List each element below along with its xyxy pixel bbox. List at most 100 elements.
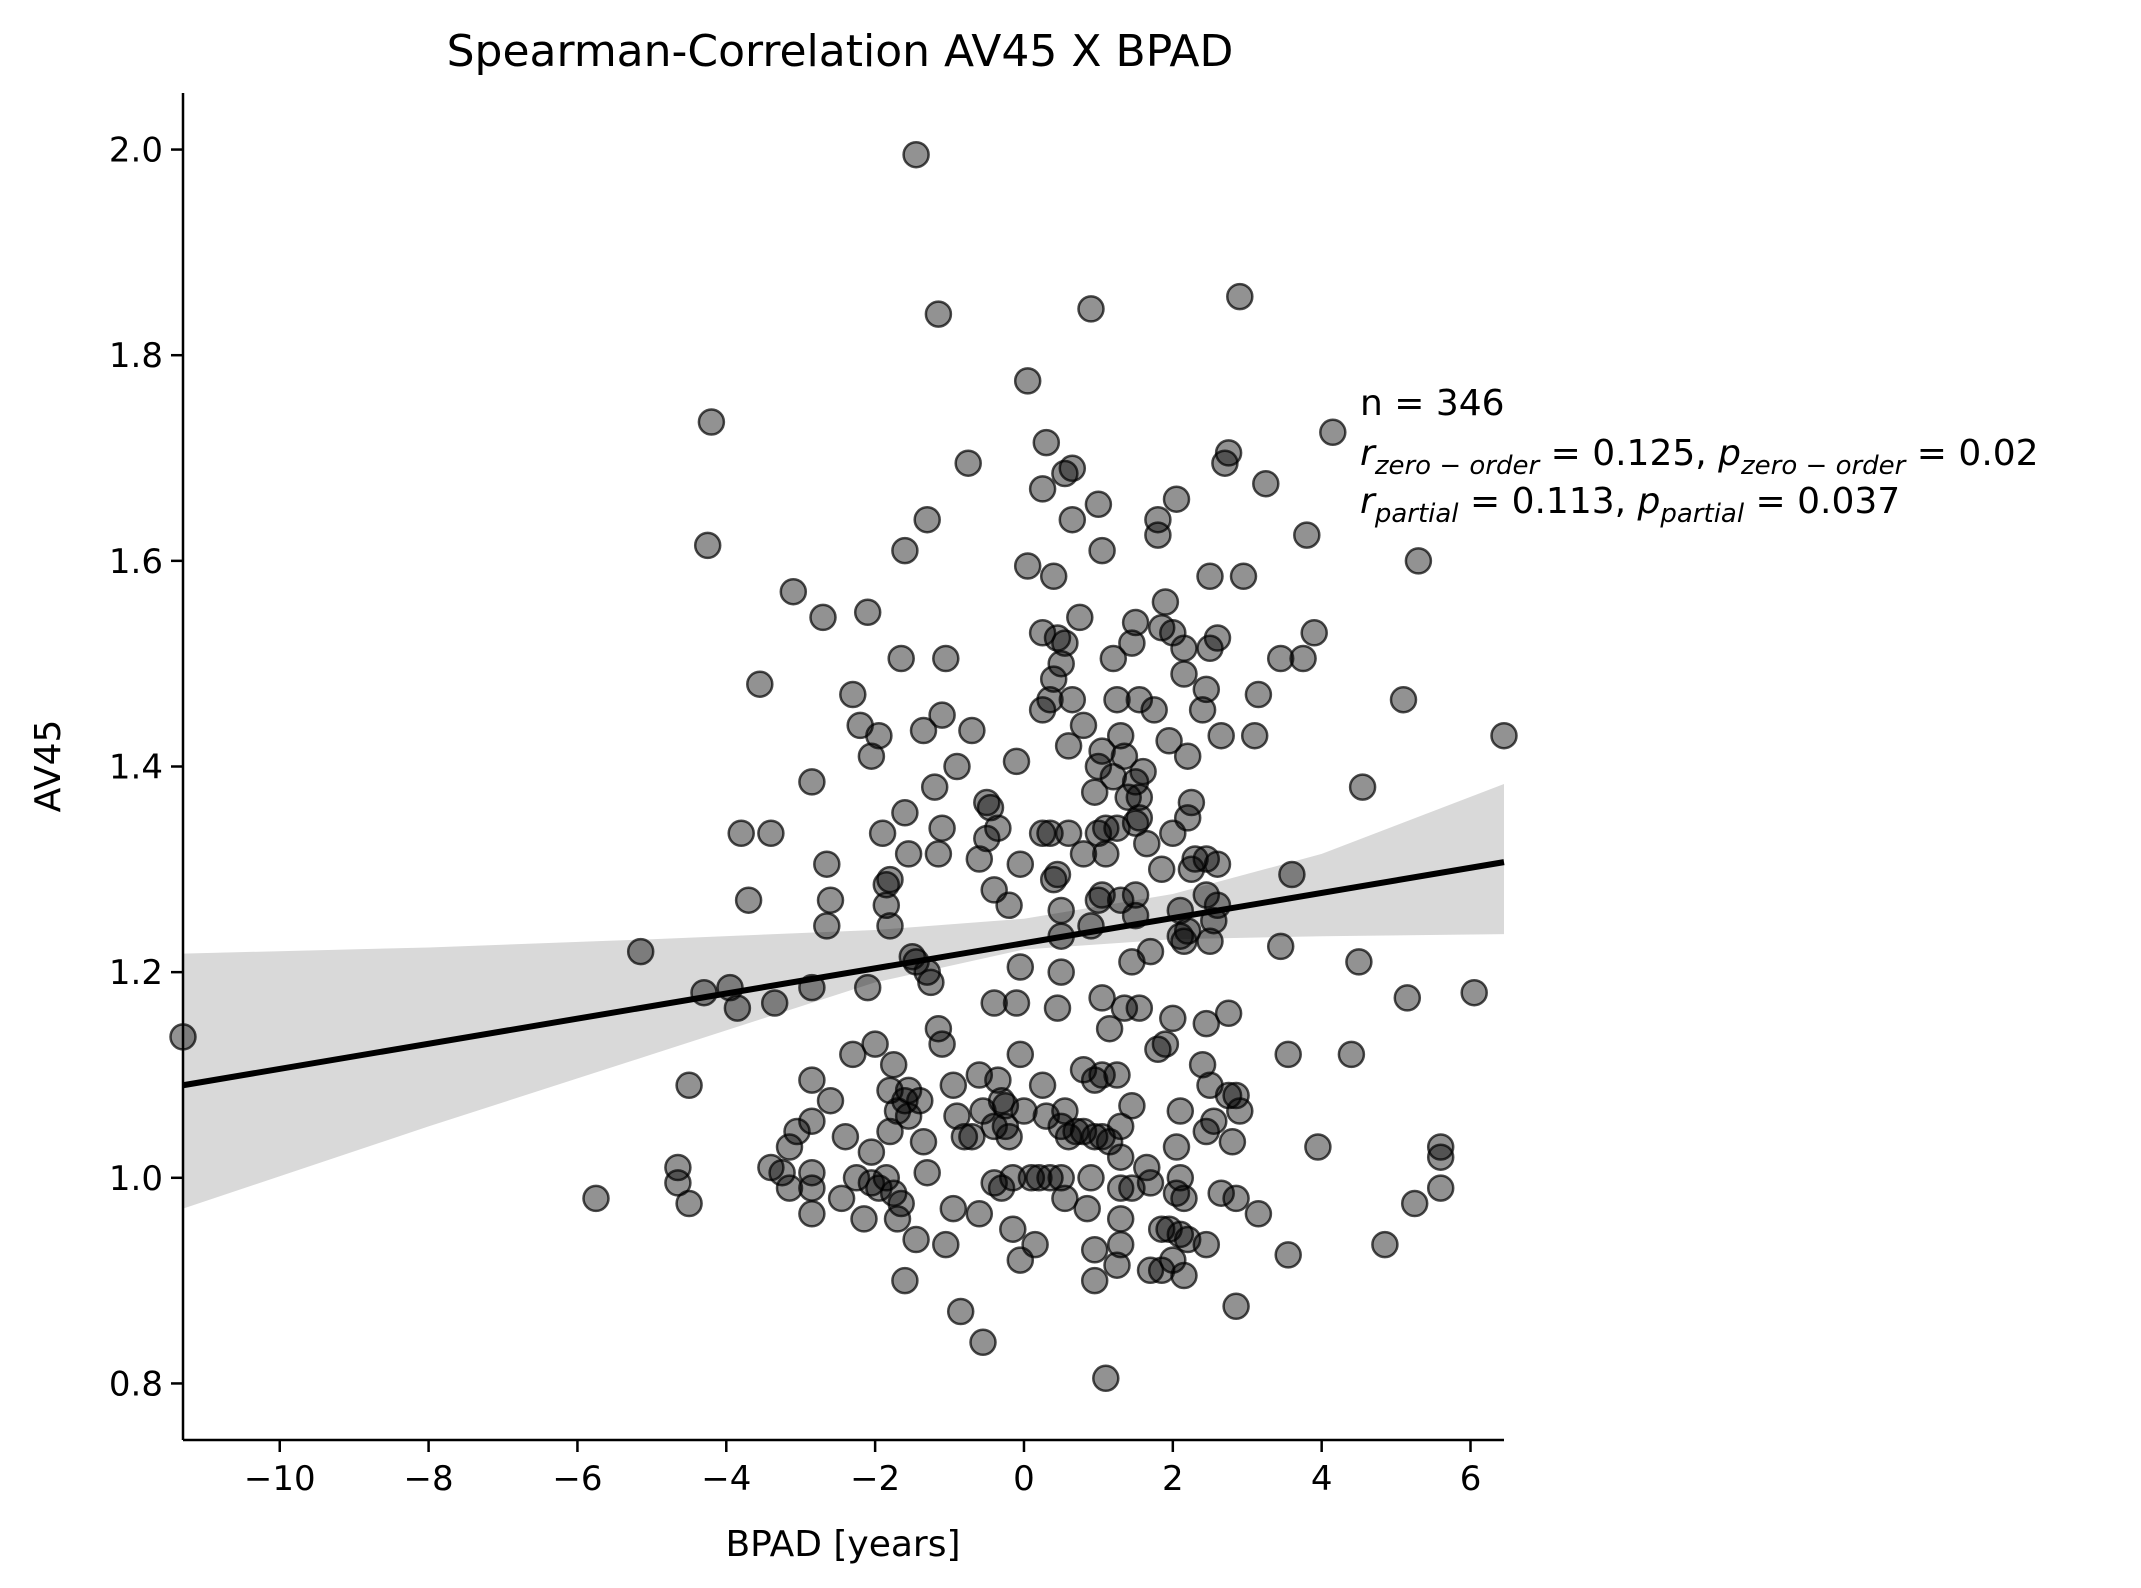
data-point: [1345, 948, 1373, 976]
data-point: [1192, 1009, 1221, 1038]
y-tick-label: 2.0: [109, 131, 163, 171]
data-point: [987, 1174, 1016, 1202]
data-point: [939, 1071, 968, 1100]
data-point: [798, 1066, 826, 1094]
data-point: [1159, 1004, 1187, 1033]
data-point: [1006, 1246, 1035, 1274]
data-point: [839, 1040, 867, 1069]
data-point: [999, 1215, 1027, 1243]
data-point: [932, 644, 960, 673]
data-point: [1300, 619, 1328, 647]
data-point: [868, 819, 897, 848]
y-ticks: 0.8 1.0 1.2 1.4 1.6 1.8 2.0: [109, 131, 183, 1404]
data-point: [1013, 552, 1042, 580]
data-point: [928, 814, 956, 842]
data-point: [1188, 696, 1217, 724]
data-point: [857, 1138, 886, 1166]
data-point: [902, 140, 930, 169]
data-point: [809, 603, 837, 632]
data-point: [1121, 881, 1150, 909]
data-point: [984, 1066, 1012, 1094]
data-point: [798, 768, 826, 796]
data-point: [1278, 860, 1306, 889]
data-point: [1073, 1194, 1101, 1223]
data-point: [1490, 721, 1518, 750]
confidence-band-area: [183, 784, 1504, 1209]
data-point: [1006, 953, 1035, 981]
data-point: [1047, 896, 1075, 925]
data-point: [946, 1297, 975, 1326]
data-point: [1393, 984, 1422, 1012]
annotation-n: n = 346: [1360, 383, 1505, 424]
data-point: [958, 1122, 986, 1151]
data-point: [872, 891, 901, 920]
data-point: [1211, 449, 1239, 477]
data-point: [1252, 469, 1280, 498]
data-point: [1389, 685, 1418, 714]
data-point: [1125, 685, 1154, 714]
data-point: [1192, 1117, 1221, 1146]
data-point: [1058, 685, 1087, 714]
data-point: [850, 1205, 878, 1233]
data-point: [1066, 603, 1094, 632]
data-point: [1118, 948, 1146, 976]
data-point: [1103, 685, 1131, 714]
data-point: [1118, 1092, 1146, 1120]
data-point: [1222, 1184, 1250, 1213]
data-point: [1140, 696, 1168, 724]
regression-fit-line: [182, 859, 1505, 1089]
data-point: [1103, 1251, 1131, 1279]
data-point: [1337, 1040, 1366, 1069]
x-tick-label: 2: [1162, 1459, 1184, 1499]
y-tick-label: 1.8: [109, 336, 163, 376]
data-point: [1274, 1040, 1302, 1069]
data-point: [872, 870, 901, 899]
data-point: [1092, 1364, 1120, 1393]
data-point: [1218, 1128, 1247, 1156]
data-point: [1058, 505, 1087, 534]
data-point: [1047, 649, 1075, 678]
data-point: [775, 1174, 804, 1202]
data-point: [1426, 1174, 1455, 1202]
data-point: [1106, 1174, 1135, 1202]
data-point: [1047, 1164, 1075, 1192]
data-point: [943, 752, 971, 781]
data-point: [1266, 644, 1295, 673]
data-point: [1159, 819, 1187, 848]
data-point: [746, 670, 774, 698]
data-point: [1002, 747, 1031, 776]
confidence-band: [183, 784, 1504, 1209]
x-tick-label: −10: [244, 1459, 316, 1499]
data-point: [1404, 547, 1433, 575]
data-point: [1039, 665, 1068, 693]
data-point: [980, 989, 1008, 1017]
data-point: [1106, 1205, 1135, 1233]
data-point: [827, 1184, 856, 1213]
data-point: [965, 845, 994, 873]
data-point: [1054, 819, 1083, 848]
data-point: [1110, 994, 1139, 1022]
data-point: [1188, 1050, 1217, 1079]
data-point: [853, 973, 882, 1002]
data-point: [626, 937, 655, 966]
data-point: [675, 1189, 703, 1218]
data-point: [664, 1169, 692, 1197]
data-point: [1051, 459, 1079, 488]
data-point: [1095, 1014, 1124, 1043]
data-point: [1173, 742, 1202, 770]
data-point: [816, 886, 845, 914]
data-point: [1226, 282, 1254, 311]
data-point: [664, 1153, 692, 1182]
data-point: [1088, 1061, 1116, 1089]
data-point: [1080, 1122, 1109, 1151]
data-point: [857, 742, 886, 770]
data-point: [1151, 1030, 1180, 1058]
data-point: [1274, 1241, 1302, 1269]
data-point: [1170, 660, 1198, 688]
data-point: [928, 701, 956, 729]
data-point: [1240, 721, 1269, 750]
data-point: [839, 680, 867, 709]
data-point: [1077, 1164, 1105, 1192]
data-point: [798, 1107, 826, 1135]
data-point: [1077, 295, 1105, 323]
